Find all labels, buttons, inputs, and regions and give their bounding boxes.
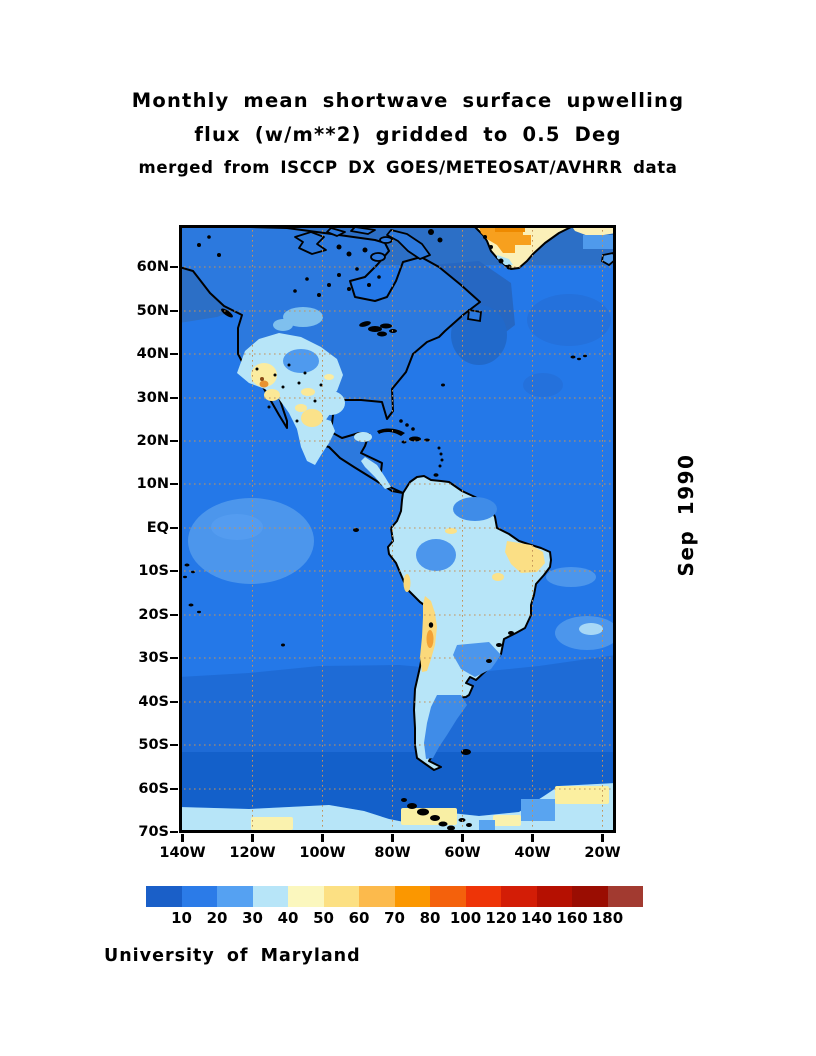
ocean-islands: [183, 354, 587, 755]
lat-tick-label: 70S: [138, 824, 169, 840]
colorbar-segment: [607, 886, 643, 907]
south-america: [387, 475, 552, 771]
colorbar-segment: [430, 886, 466, 907]
greenland: [472, 225, 616, 270]
lon-tick-mark: [391, 834, 394, 842]
colorbar-value-label: 160: [556, 909, 588, 927]
colorbar-value-label: 30: [242, 909, 263, 927]
lon-tick-mark: [531, 834, 534, 842]
colorbar-value-label: 120: [485, 909, 517, 927]
colorbar-segment: [394, 886, 430, 907]
lat-tick-mark: [170, 743, 178, 747]
colorbar-segment: [501, 886, 537, 907]
colorbar-segment: [323, 886, 359, 907]
colorbar-value-label: 140: [520, 909, 553, 927]
newfoundland: [467, 308, 482, 323]
lon-tick-label: 140W: [159, 845, 206, 861]
title-line-3: merged from ISCCP DX GOES/METEOSAT/AVHRR…: [138, 158, 678, 177]
date-label: Sep 1990: [674, 453, 698, 577]
lat-tick-mark: [170, 396, 178, 400]
colorbar-value-label: 80: [419, 909, 441, 927]
lat-tick-mark: [170, 787, 178, 791]
colorbar-segment: [465, 886, 501, 907]
lat-tick-mark: [170, 309, 178, 313]
colorbar-segment: [359, 886, 395, 907]
title-line-1: Monthly mean shortwave surface upwelling: [131, 89, 685, 112]
north-america: [179, 225, 481, 494]
lat-tick-label: 50S: [138, 737, 169, 753]
credit-text: University of Maryland: [104, 946, 361, 966]
map-border: [179, 225, 616, 833]
lon-tick-mark: [321, 834, 324, 842]
lat-tick-mark: [170, 526, 178, 530]
lat-tick-label: 40S: [138, 694, 169, 710]
colorbar-segment: [252, 886, 288, 907]
lat-tick-mark: [170, 265, 178, 269]
lat-tick-label: 20N: [136, 433, 169, 449]
colorbar-value-label: 100: [449, 909, 482, 927]
lon-tick-mark: [461, 834, 464, 842]
colorbar-segment: [217, 886, 253, 907]
lat-tick-mark: [170, 569, 178, 573]
lat-tick-mark: [170, 352, 178, 356]
lat-tick-mark: [170, 613, 178, 617]
title-line-2: flux (w/m**2) gridded to 0.5 Deg: [194, 123, 622, 146]
colorbar-value-label: 60: [348, 909, 370, 927]
lat-tick-label: 50N: [136, 303, 169, 319]
lat-tick-label: 10N: [136, 476, 169, 492]
lon-tick-label: 100W: [299, 845, 346, 861]
colorbar-value-label: 70: [384, 909, 405, 927]
lat-tick-label: 60S: [138, 781, 169, 797]
colorbar-value-label: 180: [591, 909, 624, 927]
antarctic-peninsula-islands: [401, 798, 472, 831]
colorbar-segment: [536, 886, 572, 907]
lon-tick-label: 40W: [514, 845, 551, 861]
colorbar: [146, 886, 643, 907]
lon-tick-label: 60W: [444, 845, 481, 861]
title-block: Monthly mean shortwave surface upwelling…: [0, 84, 816, 184]
colorbar-segment: [572, 886, 608, 907]
gridlines: [179, 225, 616, 833]
mountain-peaks: [255, 363, 323, 423]
colorbar-value-label: 40: [277, 909, 299, 927]
antarctic-ice-band: [179, 783, 616, 833]
lat-tick-mark: [170, 482, 178, 486]
lat-tick-label: 30N: [136, 390, 169, 406]
lon-tick-mark: [251, 834, 254, 842]
colorbar-segment: [146, 886, 182, 907]
map-canvas: [179, 225, 616, 833]
lat-tick-label: EQ: [146, 520, 169, 536]
colorbar-segment: [288, 886, 324, 907]
colorbar-value-label: 50: [313, 909, 334, 927]
lat-tick-label: 10S: [138, 563, 169, 579]
colorbar-value-label: 10: [171, 909, 192, 927]
lat-tick-label: 20S: [138, 607, 169, 623]
great-lakes: [359, 321, 397, 337]
lat-tick-mark: [170, 439, 178, 443]
lon-tick-label: 80W: [374, 845, 411, 861]
canada-lakes: [197, 235, 381, 297]
colorbar-segment: [181, 886, 217, 907]
lon-tick-label: 120W: [229, 845, 276, 861]
colorbar-value-label: 20: [206, 909, 228, 927]
lon-tick-label: 20W: [584, 845, 621, 861]
lat-tick-label: 40N: [136, 346, 169, 362]
lat-tick-label: 30S: [138, 650, 169, 666]
lon-tick-mark: [601, 834, 604, 842]
lat-tick-mark: [170, 700, 178, 704]
lat-tick-label: 60N: [136, 259, 169, 275]
lon-tick-mark: [181, 834, 184, 842]
lat-tick-mark: [170, 656, 178, 660]
arctic-islands: [294, 226, 443, 262]
lat-tick-mark: [170, 830, 178, 834]
